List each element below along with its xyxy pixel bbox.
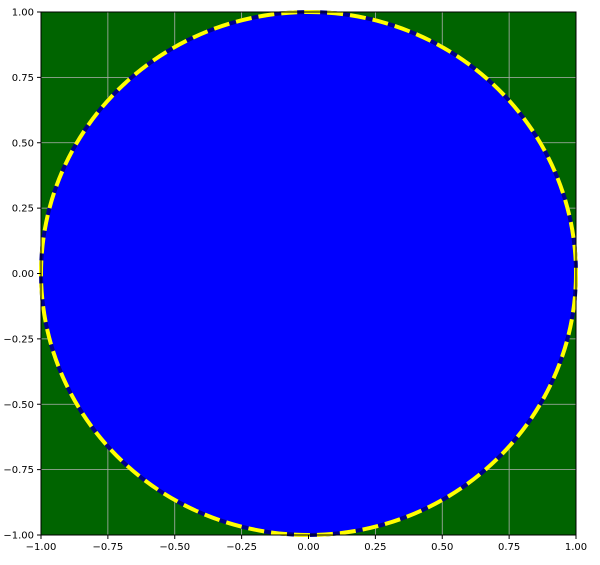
x-tick-label: −0.50 [159, 542, 190, 553]
y-tick-label: 1.00 [12, 8, 34, 19]
x-tick-labels: −1.00 −0.75 −0.50 −0.25 0.00 0.25 0.50 0.75 1.00 [26, 542, 587, 553]
x-tick-label: 0.75 [498, 542, 520, 553]
x-tick-label: −1.00 [26, 542, 57, 553]
y-tick-label: 0.00 [12, 269, 34, 280]
circle-fill-0 [41, 12, 576, 535]
x-tick-label: −0.75 [93, 542, 124, 553]
y-tick-label: −0.75 [3, 465, 34, 476]
y-tick-labels: 1.00 0.75 0.50 0.25 0.00 −0.25 −0.50 −0.75 −1.00 [3, 8, 34, 542]
y-tick-label: 0.50 [12, 138, 34, 149]
y-tick-label: 0.25 [12, 204, 34, 215]
y-tick-label: 0.75 [12, 73, 34, 84]
x-tick-label: 0.25 [364, 542, 386, 553]
x-tick-label: 1.00 [565, 542, 587, 553]
y-tick-label: −1.00 [3, 531, 34, 542]
y-tick-label: −0.50 [3, 400, 34, 411]
x-tick-label: −0.25 [226, 542, 257, 553]
x-tick-label: 0.00 [297, 542, 319, 553]
shape-layer [39, 10, 578, 537]
tick-marks [37, 11, 577, 539]
y-tick-label: −0.25 [3, 334, 34, 345]
x-tick-label: 0.50 [431, 542, 453, 553]
